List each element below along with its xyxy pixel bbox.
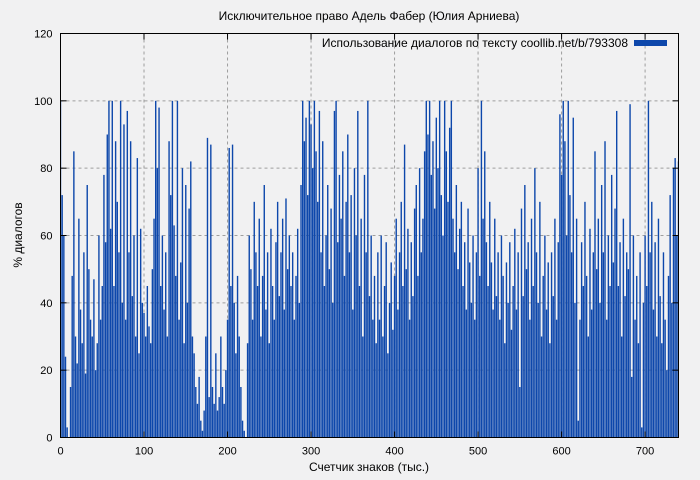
svg-text:20: 20	[40, 365, 52, 377]
chart-title: Исключительное право Адель Фабер (Юлия А…	[219, 9, 520, 23]
axis-tick-marks	[60, 33, 679, 438]
svg-text:40: 40	[40, 298, 52, 310]
legend-swatch-icon	[634, 40, 667, 46]
y-axis-title: % диалогов	[11, 202, 25, 267]
svg-text:600: 600	[552, 446, 570, 458]
svg-text:60: 60	[40, 231, 52, 243]
series-impulse-bars	[60, 100, 679, 438]
x-axis-tick-labels: 0 100 200 300 400 500 600 700	[57, 446, 654, 458]
legend-label: Использование диалогов по тексту coollib…	[322, 36, 628, 50]
svg-text:120: 120	[34, 29, 52, 41]
svg-text:80: 80	[40, 163, 52, 175]
svg-text:100: 100	[34, 96, 52, 108]
legend: Использование диалогов по тексту coollib…	[322, 36, 667, 50]
svg-text:500: 500	[469, 446, 487, 458]
y-axis-tick-labels: 0 20 40 60 80 100 120	[34, 29, 52, 445]
x-axis-title: Счетчик знаков (тыс.)	[309, 460, 429, 474]
svg-text:100: 100	[135, 446, 153, 458]
svg-text:200: 200	[218, 446, 236, 458]
svg-text:700: 700	[636, 446, 654, 458]
svg-text:300: 300	[302, 446, 320, 458]
svg-text:0: 0	[57, 446, 63, 458]
svg-text:0: 0	[46, 433, 52, 445]
svg-text:400: 400	[385, 446, 403, 458]
